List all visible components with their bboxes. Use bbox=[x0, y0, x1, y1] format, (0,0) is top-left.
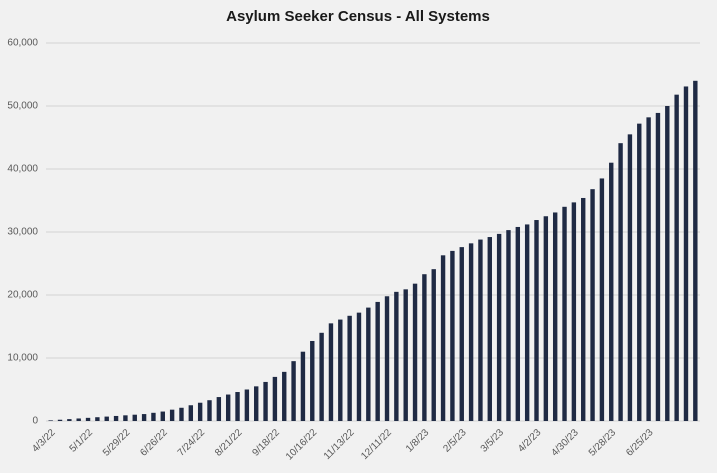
x-tick-label: 6/26/22 bbox=[138, 427, 170, 459]
bar bbox=[216, 397, 222, 421]
bar bbox=[459, 247, 464, 421]
bar bbox=[534, 220, 539, 421]
bar bbox=[197, 402, 203, 421]
bar bbox=[627, 134, 633, 421]
bar bbox=[693, 80, 698, 422]
bar bbox=[254, 386, 259, 421]
y-tick-label: 10,000 bbox=[7, 353, 38, 364]
bar bbox=[310, 340, 315, 421]
bar bbox=[646, 117, 651, 421]
bar bbox=[431, 269, 436, 421]
bar bbox=[328, 323, 334, 421]
bar bbox=[356, 312, 362, 421]
x-tick-label: 12/11/22 bbox=[359, 427, 394, 462]
bar bbox=[581, 197, 586, 421]
bar bbox=[683, 86, 689, 421]
y-tick-label: 60,000 bbox=[7, 38, 38, 49]
bar bbox=[543, 216, 549, 421]
bar bbox=[665, 106, 670, 421]
bar bbox=[347, 315, 352, 421]
bar bbox=[496, 233, 502, 421]
x-tick-label: 11/13/22 bbox=[322, 427, 357, 462]
x-tick-label: 7/24/22 bbox=[176, 427, 208, 459]
bar bbox=[384, 296, 390, 421]
y-tick-label: 50,000 bbox=[7, 101, 38, 112]
x-tick-label: 4/30/23 bbox=[549, 427, 581, 459]
bar bbox=[244, 389, 250, 421]
bar bbox=[487, 237, 492, 421]
bar bbox=[609, 162, 614, 421]
bar bbox=[366, 307, 371, 421]
x-tick-label: 4/3/22 bbox=[30, 427, 58, 455]
bar bbox=[394, 291, 399, 421]
bar bbox=[225, 394, 231, 421]
x-tick-label: 8/21/22 bbox=[213, 427, 245, 459]
bar bbox=[375, 301, 380, 421]
bar bbox=[169, 409, 175, 421]
bar bbox=[291, 361, 296, 421]
x-tick-label: 9/18/22 bbox=[251, 427, 283, 459]
chart-title: Asylum Seeker Census - All Systems bbox=[226, 8, 490, 25]
bar bbox=[76, 418, 81, 421]
bar bbox=[450, 250, 455, 421]
bar bbox=[440, 255, 446, 421]
bar bbox=[338, 319, 343, 421]
bar bbox=[515, 226, 521, 421]
bar bbox=[637, 123, 642, 421]
bar bbox=[506, 230, 511, 421]
x-tick-label: 5/28/23 bbox=[587, 427, 619, 459]
y-tick-label: 0 bbox=[32, 416, 38, 427]
bar bbox=[113, 415, 119, 421]
bar bbox=[57, 419, 63, 421]
bar bbox=[655, 112, 661, 422]
x-tick-label: 5/29/22 bbox=[101, 427, 133, 459]
x-tick-label: 10/16/22 bbox=[284, 427, 320, 463]
bar bbox=[422, 274, 427, 421]
bar bbox=[403, 289, 408, 421]
bar bbox=[67, 419, 72, 421]
bar bbox=[85, 417, 91, 421]
bar bbox=[272, 376, 278, 421]
bar bbox=[552, 212, 558, 421]
bar bbox=[300, 351, 306, 421]
x-tick-label: 3/5/23 bbox=[479, 427, 507, 455]
bar bbox=[571, 202, 577, 421]
bar bbox=[141, 414, 147, 421]
bar bbox=[48, 420, 53, 421]
bar bbox=[235, 392, 240, 421]
bar bbox=[104, 416, 109, 421]
bar bbox=[263, 381, 268, 421]
bar bbox=[599, 178, 605, 421]
bar bbox=[160, 411, 165, 421]
bar bbox=[151, 412, 156, 421]
bar bbox=[282, 371, 287, 421]
bar bbox=[478, 239, 483, 421]
bar bbox=[95, 417, 100, 421]
x-tick-label: 2/5/23 bbox=[441, 427, 469, 455]
bar bbox=[618, 143, 623, 422]
bar bbox=[123, 415, 128, 421]
bar bbox=[468, 243, 474, 421]
bar bbox=[188, 405, 194, 421]
bar bbox=[562, 206, 567, 421]
y-tick-label: 20,000 bbox=[7, 290, 38, 301]
y-tick-label: 30,000 bbox=[7, 227, 38, 238]
bar bbox=[590, 189, 595, 421]
bar bbox=[412, 283, 418, 421]
x-tick-label: 6/25/23 bbox=[624, 427, 656, 459]
y-tick-label: 40,000 bbox=[7, 164, 38, 175]
bar bbox=[319, 332, 324, 421]
bar bbox=[179, 407, 184, 421]
x-tick-label: 4/2/23 bbox=[516, 427, 544, 455]
bar bbox=[207, 400, 212, 421]
bar bbox=[132, 414, 137, 421]
bar bbox=[524, 224, 530, 421]
x-tick-label: 1/8/23 bbox=[404, 427, 432, 455]
x-tick-label: 5/1/22 bbox=[68, 427, 96, 455]
bar bbox=[674, 94, 679, 421]
